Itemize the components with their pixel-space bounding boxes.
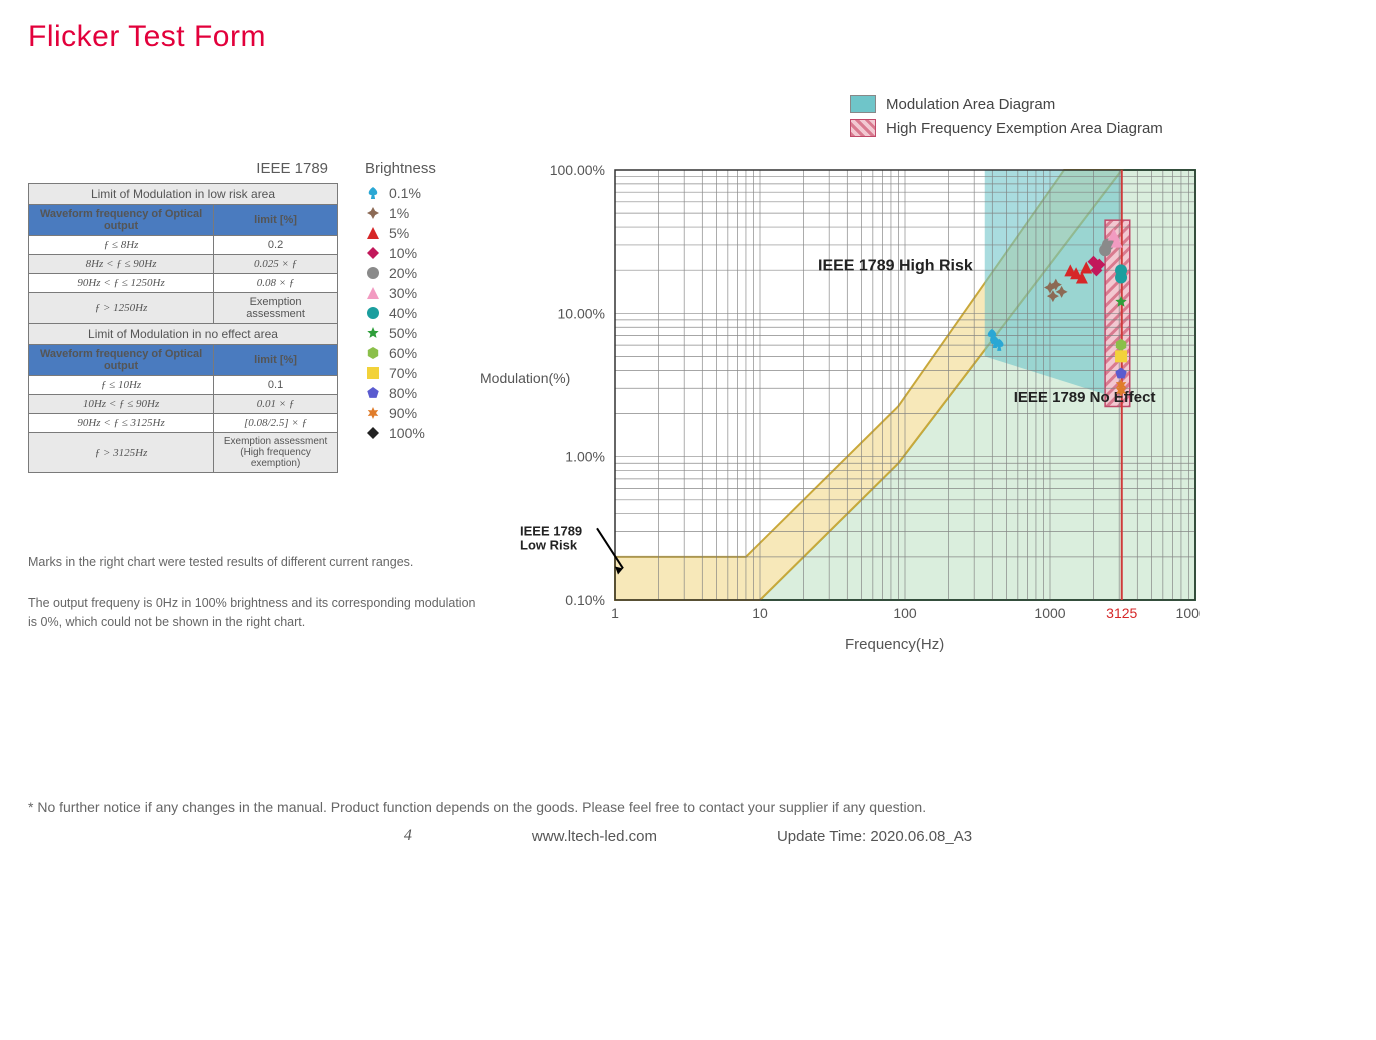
- brightness-marker-icon: [365, 205, 381, 221]
- brightness-marker-icon: [365, 365, 381, 381]
- table2-hdr1: Waveform frequency of Optical output: [29, 345, 214, 376]
- brightness-marker-icon: [365, 405, 381, 421]
- brightness-row: 20%: [365, 263, 436, 283]
- svg-text:3125: 3125: [1106, 605, 1137, 621]
- area-legend: Modulation Area Diagram High Frequency E…: [850, 95, 1163, 143]
- svg-text:1.00%: 1.00%: [565, 449, 605, 465]
- table-row: 8Hz < ƒ ≤ 90Hz0.025 × ƒ: [29, 255, 338, 274]
- table1-hdr2: limit [%]: [214, 205, 338, 236]
- brightness-marker-icon: [365, 305, 381, 321]
- chart-xlabel: Frequency(Hz): [845, 636, 944, 653]
- exemption-label: High Frequency Exemption Area Diagram: [886, 120, 1163, 137]
- brightness-label: 40%: [389, 305, 417, 321]
- svg-text:0.10%: 0.10%: [565, 592, 605, 608]
- svg-text:10.00%: 10.00%: [558, 305, 605, 321]
- table-row: ƒ ≤ 8Hz0.2: [29, 236, 338, 255]
- svg-text:100: 100: [893, 605, 917, 621]
- footer-update: Update Time: 2020.06.08_A3: [777, 828, 972, 845]
- footnote: * No further notice if any changes in th…: [28, 799, 926, 815]
- table-row: 90Hz < ƒ ≤ 1250Hz0.08 × ƒ: [29, 274, 338, 293]
- brightness-label: 60%: [389, 345, 417, 361]
- modulation-swatch: [850, 95, 876, 113]
- table2-section: Limit of Modulation in no effect area: [29, 324, 338, 345]
- brightness-row: 80%: [365, 383, 436, 403]
- table-row: 10Hz < ƒ ≤ 90Hz0.01 × ƒ: [29, 395, 338, 414]
- brightness-row: 5%: [365, 223, 436, 243]
- brightness-label: 70%: [389, 365, 417, 381]
- brightness-marker-icon: [365, 265, 381, 281]
- brightness-row: 30%: [365, 283, 436, 303]
- page-number: 4: [404, 827, 412, 845]
- brightness-row: 0.1%: [365, 183, 436, 203]
- svg-text:10000: 10000: [1176, 605, 1200, 621]
- table-row: 90Hz < ƒ ≤ 3125Hz[0.08/2.5] × ƒ: [29, 414, 338, 433]
- brightness-legend: Brightness 0.1% 1% 5% 10% 20% 30% 40% 50% 60% 70%…: [365, 160, 436, 443]
- footer-url: www.ltech-led.com: [532, 828, 657, 845]
- svg-text:IEEE 1789 No Effect: IEEE 1789 No Effect: [1014, 389, 1156, 406]
- brightness-marker-icon: [365, 385, 381, 401]
- brightness-row: 70%: [365, 363, 436, 383]
- brightness-marker-icon: [365, 345, 381, 361]
- exemption-swatch: [850, 119, 876, 137]
- brightness-row: 100%: [365, 423, 436, 443]
- brightness-label: 5%: [389, 225, 409, 241]
- brightness-row: 1%: [365, 203, 436, 223]
- brightness-marker-icon: [365, 425, 381, 441]
- brightness-row: 60%: [365, 343, 436, 363]
- svg-text:1000: 1000: [1034, 605, 1065, 621]
- brightness-label: 0.1%: [389, 185, 421, 201]
- table-row: ƒ ≤ 10Hz0.1: [29, 376, 338, 395]
- svg-text:10: 10: [752, 605, 768, 621]
- svg-text:IEEE 1789Low Risk: IEEE 1789Low Risk: [520, 524, 582, 553]
- brightness-marker-icon: [365, 185, 381, 201]
- brightness-label: 90%: [389, 405, 417, 421]
- brightness-label: 30%: [389, 285, 417, 301]
- brightness-label: 10%: [389, 245, 417, 261]
- brightness-marker-icon: [365, 225, 381, 241]
- note-2: The output frequeny is 0Hz in 100% brigh…: [28, 594, 478, 632]
- note-1: Marks in the right chart were tested res…: [28, 553, 478, 572]
- brightness-marker-icon: [365, 285, 381, 301]
- table-row: ƒ > 3125HzExemption assessment (High fre…: [29, 433, 338, 473]
- brightness-label: 20%: [389, 265, 417, 281]
- table1-hdr1: Waveform frequency of Optical output: [29, 205, 214, 236]
- brightness-title: Brightness: [365, 160, 436, 177]
- chart-ylabel: Modulation(%): [480, 370, 570, 386]
- brightness-row: 90%: [365, 403, 436, 423]
- brightness-row: 40%: [365, 303, 436, 323]
- chart: 1 10 100 1000 3125 10000 0.10% 1.00% 10.00% 100.0…: [480, 160, 1200, 643]
- brightness-marker-icon: [365, 245, 381, 261]
- brightness-marker-icon: [365, 325, 381, 341]
- footer: 4 www.ltech-led.com Update Time: 2020.06…: [0, 827, 1376, 845]
- page-title: Flicker Test Form: [28, 20, 1348, 54]
- table1-section: Limit of Modulation in low risk area: [29, 184, 338, 205]
- brightness-label: 80%: [389, 385, 417, 401]
- svg-text:1: 1: [611, 605, 619, 621]
- modulation-label: Modulation Area Diagram: [886, 96, 1055, 113]
- svg-text:IEEE 1789 High Risk: IEEE 1789 High Risk: [818, 257, 973, 274]
- limit-table: Limit of Modulation in low risk area Wav…: [28, 183, 338, 473]
- brightness-label: 100%: [389, 425, 425, 441]
- brightness-label: 1%: [389, 205, 409, 221]
- svg-text:100.00%: 100.00%: [550, 162, 605, 178]
- brightness-row: 10%: [365, 243, 436, 263]
- table2-hdr2: limit [%]: [214, 345, 338, 376]
- brightness-label: 50%: [389, 325, 417, 341]
- table-row: ƒ > 1250HzExemption assessment: [29, 293, 338, 324]
- tables-caption: IEEE 1789: [28, 160, 338, 177]
- brightness-row: 50%: [365, 323, 436, 343]
